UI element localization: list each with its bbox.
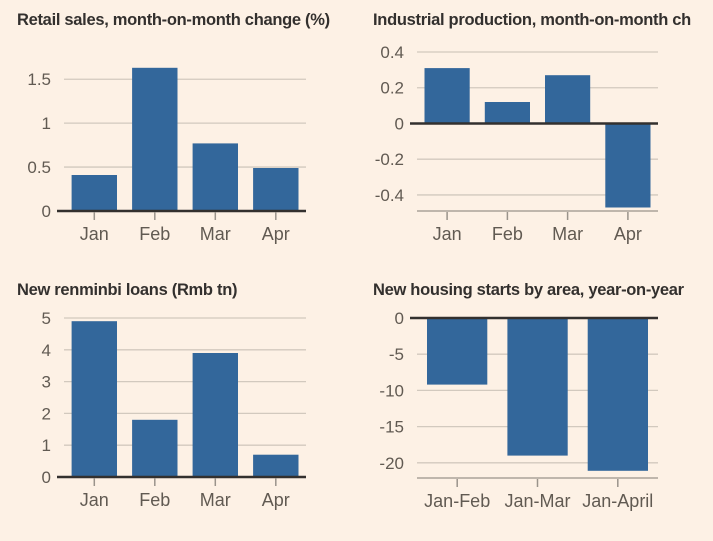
- svg-text:1.5: 1.5: [27, 70, 51, 89]
- svg-text:Apr: Apr: [262, 490, 290, 510]
- svg-text:-5: -5: [389, 345, 404, 364]
- svg-text:Mar: Mar: [552, 224, 583, 244]
- svg-text:-10: -10: [379, 381, 404, 400]
- svg-text:Apr: Apr: [614, 224, 642, 244]
- chart-new-renminbi-loans: New renminbi loans (Rmb tn) Jan Feb Mar Apr…: [0, 270, 356, 541]
- svg-text:Jan: Jan: [80, 224, 109, 244]
- svg-text:0: 0: [42, 468, 51, 487]
- new-renminbi-loans-plot: Jan Feb Mar Apr 0 1 2 3 4 5: [42, 309, 306, 510]
- svg-text:Jan-April: Jan-April: [582, 491, 653, 511]
- svg-text:Feb: Feb: [492, 224, 523, 244]
- svg-text:-20: -20: [379, 454, 404, 473]
- svg-text:5: 5: [42, 309, 51, 328]
- svg-text:Mar: Mar: [200, 224, 231, 244]
- chart-title-industrial-production: Industrial production, month-on-month ch: [373, 11, 691, 29]
- chart-industrial-production: Industrial production, month-on-month ch…: [356, 0, 713, 270]
- svg-text:Mar: Mar: [200, 490, 231, 510]
- svg-text:0: 0: [42, 202, 51, 221]
- svg-text:-15: -15: [379, 418, 404, 437]
- svg-text:Jan: Jan: [80, 490, 109, 510]
- svg-text:Feb: Feb: [139, 490, 170, 510]
- svg-text:0.4: 0.4: [380, 43, 404, 62]
- svg-text:0.2: 0.2: [380, 79, 404, 98]
- new-housing-starts-plot: Jan-Feb Jan-Mar Jan-April 0 -5 -10 -15 -20: [379, 309, 658, 511]
- chart-retail-sales: Retail sales, month-on-month change (%) …: [0, 0, 356, 270]
- svg-text:1: 1: [42, 436, 51, 455]
- svg-text:1: 1: [42, 114, 51, 133]
- svg-text:0: 0: [395, 309, 404, 328]
- svg-text:Jan: Jan: [433, 224, 462, 244]
- svg-text:Apr: Apr: [262, 224, 290, 244]
- chart-title-retail-sales: Retail sales, month-on-month change (%): [17, 11, 330, 29]
- svg-text:Jan-Mar: Jan-Mar: [504, 491, 570, 511]
- svg-text:-0.2: -0.2: [375, 150, 404, 169]
- chart-title-new-renminbi-loans: New renminbi loans (Rmb tn): [17, 281, 238, 299]
- retail-sales-plot: Jan Feb Mar Apr 0 0.5 1 1.5: [27, 67, 306, 244]
- svg-text:-0.4: -0.4: [375, 186, 404, 205]
- svg-text:4: 4: [42, 341, 51, 360]
- svg-text:0.5: 0.5: [27, 158, 51, 177]
- chart-new-housing-starts: New housing starts by area, year-on-year…: [356, 270, 713, 541]
- svg-text:3: 3: [42, 373, 51, 392]
- svg-text:Jan-Feb: Jan-Feb: [424, 491, 490, 511]
- svg-text:0: 0: [395, 115, 404, 134]
- svg-text:Feb: Feb: [139, 224, 170, 244]
- chart-title-new-housing-starts: New housing starts by area, year-on-year: [373, 281, 684, 299]
- svg-text:2: 2: [42, 404, 51, 423]
- industrial-production-plot: Jan Feb Mar Apr 0.4 0.2 0 -0.2 -0.4: [375, 43, 658, 244]
